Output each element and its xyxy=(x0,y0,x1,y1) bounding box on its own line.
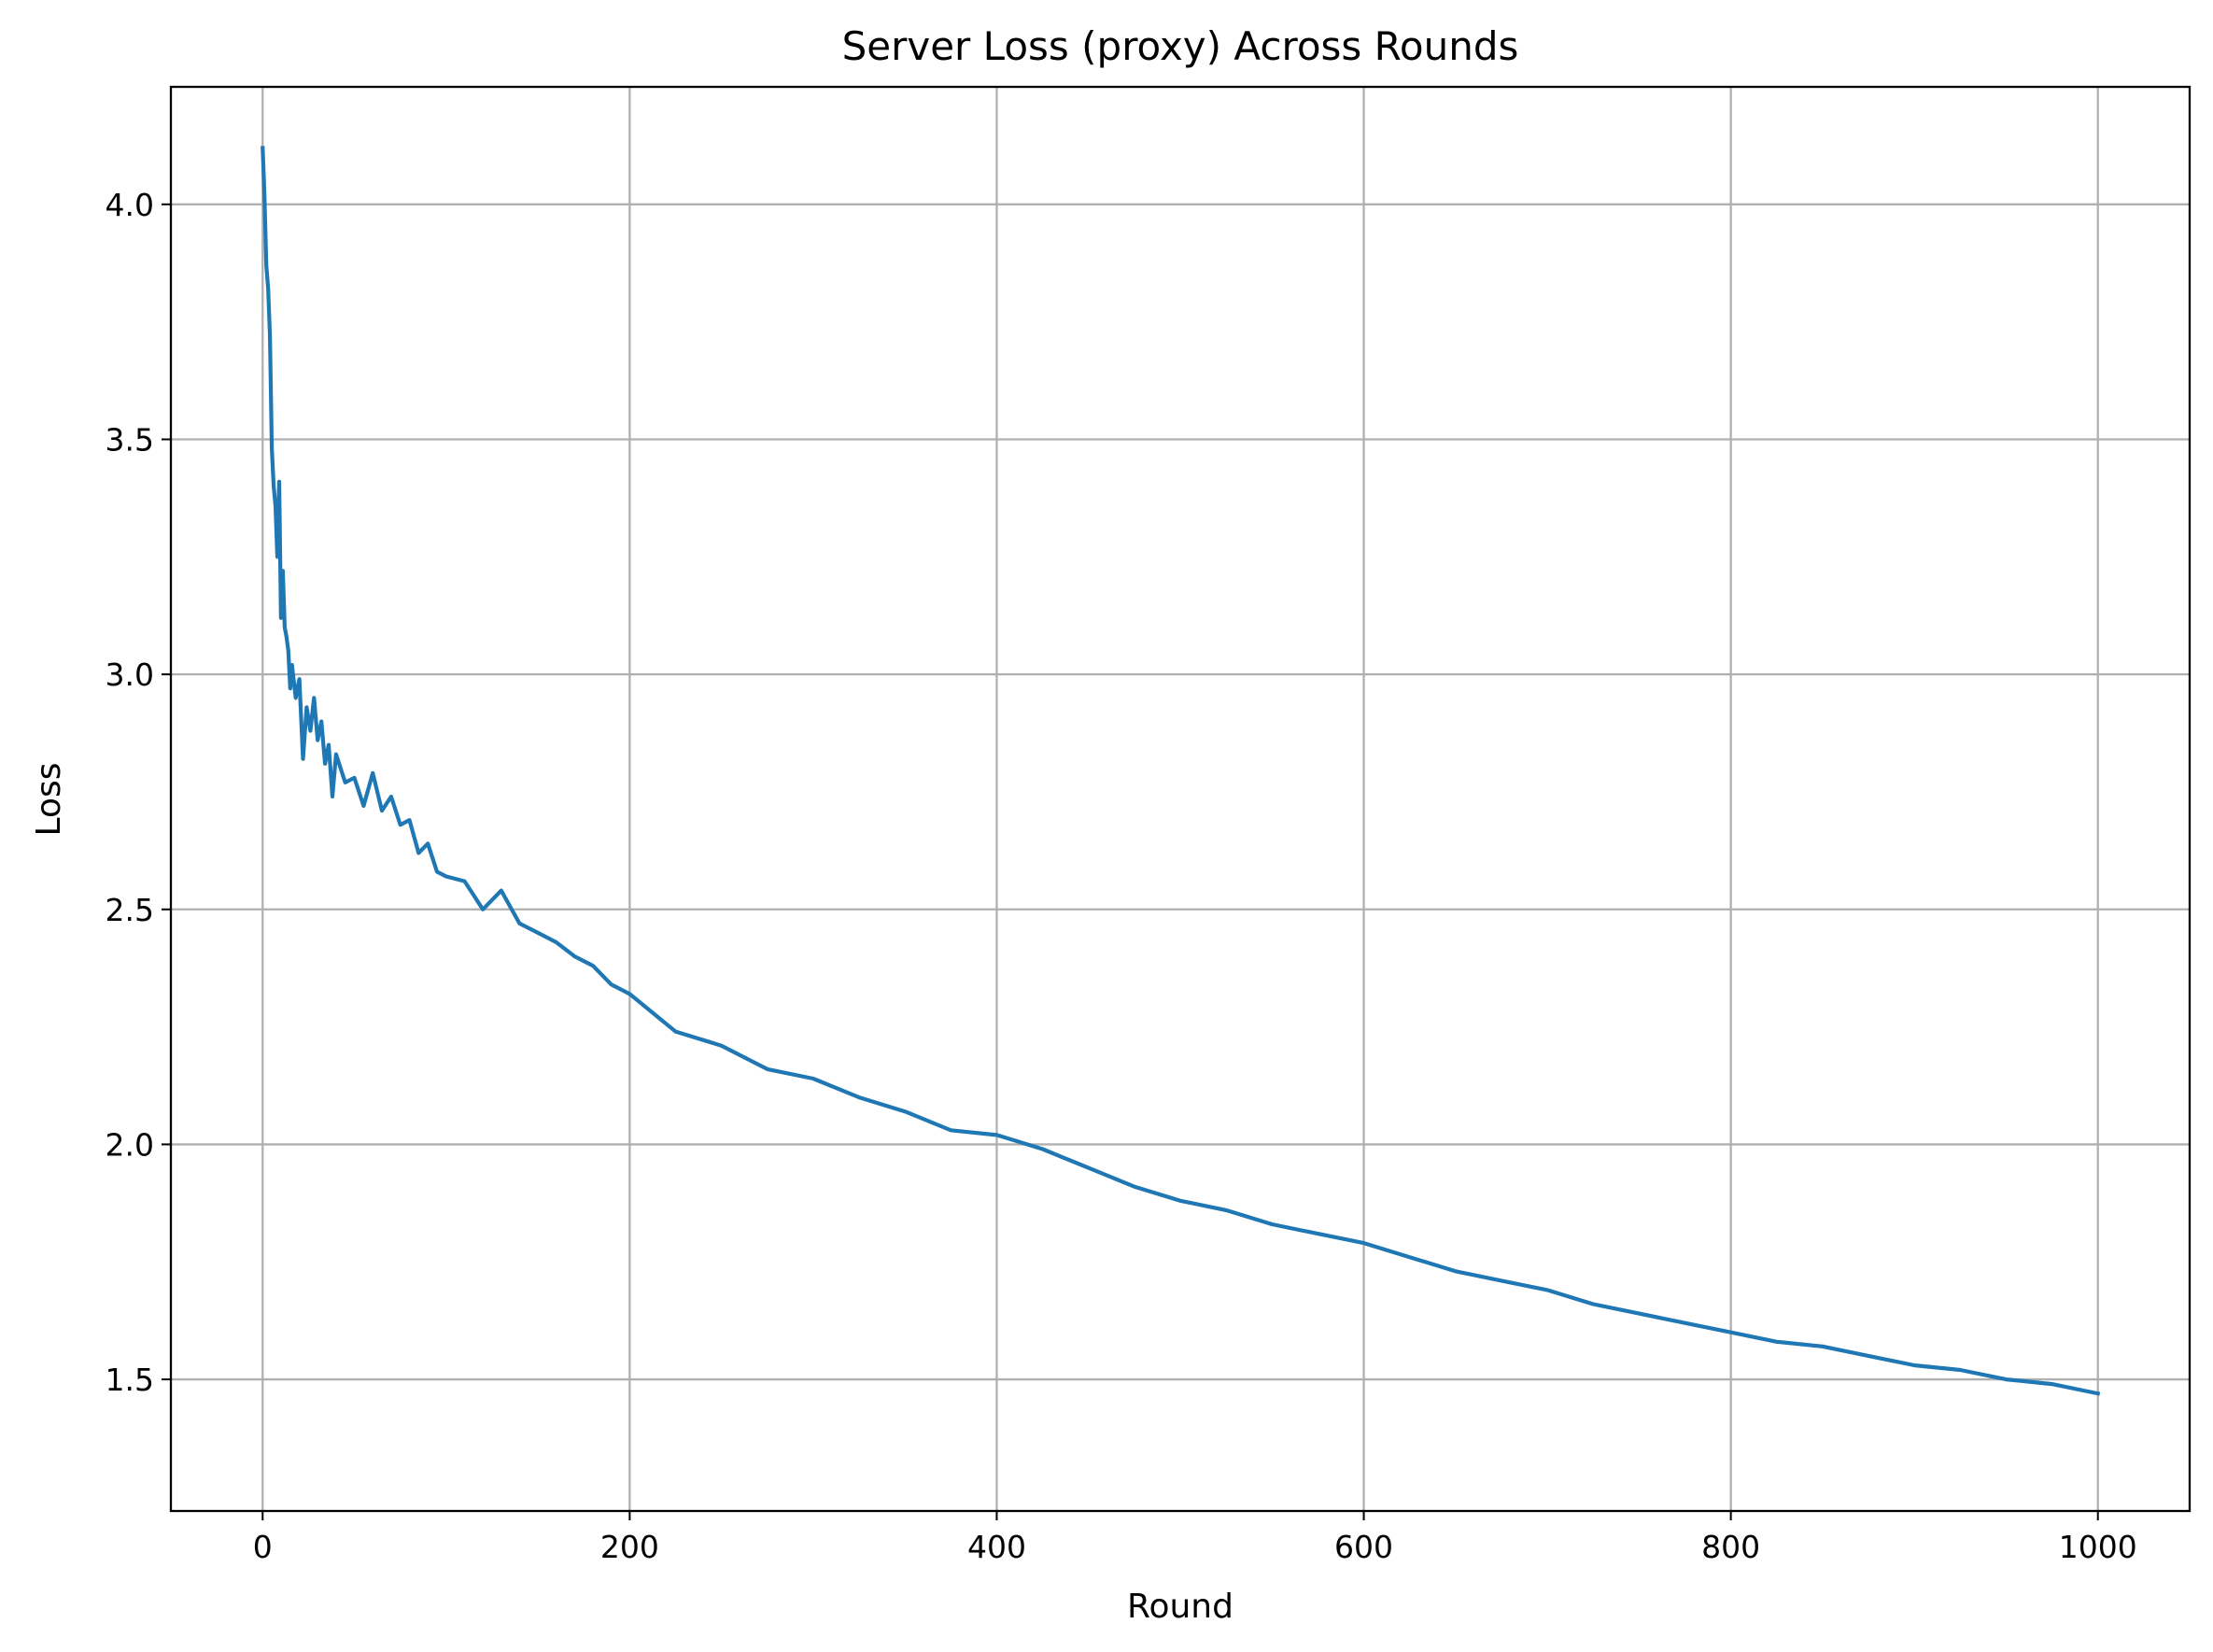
loss-series-line xyxy=(261,146,2101,1396)
y-tick-label: 1.5 xyxy=(106,1362,154,1398)
x-axis: 0 200 400 600 800 1000 xyxy=(253,1511,2137,1565)
y-axis: 1.5 2.0 2.5 3.0 3.5 4.0 xyxy=(106,187,171,1398)
y-tick-label: 3.0 xyxy=(106,657,154,693)
y-tick-label: 4.0 xyxy=(106,187,154,223)
y-axis-label: Loss xyxy=(30,763,68,837)
grid xyxy=(171,87,2190,1511)
y-tick-label: 2.5 xyxy=(106,892,154,928)
y-tick-label: 2.0 xyxy=(106,1126,154,1163)
x-tick-label: 600 xyxy=(1334,1529,1393,1565)
x-axis-label: Round xyxy=(1127,1588,1233,1626)
x-tick-label: 200 xyxy=(600,1529,659,1565)
x-tick-label: 800 xyxy=(1701,1529,1760,1565)
series-layer xyxy=(261,146,2101,1396)
x-tick-label: 400 xyxy=(967,1529,1026,1565)
x-tick-label: 1000 xyxy=(2059,1529,2137,1565)
plot-frame xyxy=(169,85,2192,1513)
x-tick-label: 0 xyxy=(253,1529,273,1565)
y-tick-label: 3.5 xyxy=(106,421,154,458)
chart-title: Server Loss (proxy) Across Rounds xyxy=(842,23,1519,69)
